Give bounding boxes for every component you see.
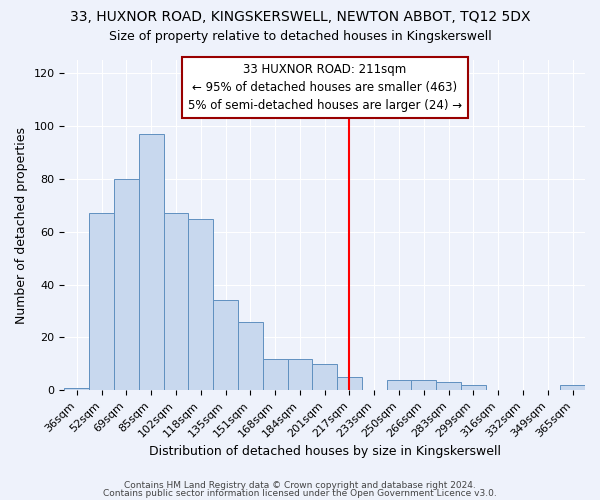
Bar [139, 134, 164, 390]
Bar [213, 300, 238, 390]
Bar [263, 358, 287, 390]
Text: Contains HM Land Registry data © Crown copyright and database right 2024.: Contains HM Land Registry data © Crown c… [124, 481, 476, 490]
Text: Contains public sector information licensed under the Open Government Licence v3: Contains public sector information licen… [103, 488, 497, 498]
Bar [461, 385, 486, 390]
Bar [436, 382, 461, 390]
Bar [386, 380, 412, 390]
Bar [238, 322, 263, 390]
Bar [188, 218, 213, 390]
Text: Size of property relative to detached houses in Kingskerswell: Size of property relative to detached ho… [109, 30, 491, 43]
Bar [313, 364, 337, 390]
Bar [337, 377, 362, 390]
Y-axis label: Number of detached properties: Number of detached properties [15, 126, 28, 324]
X-axis label: Distribution of detached houses by size in Kingskerswell: Distribution of detached houses by size … [149, 444, 501, 458]
Bar [89, 213, 114, 390]
Bar [164, 213, 188, 390]
Text: 33 HUXNOR ROAD: 211sqm
← 95% of detached houses are smaller (463)
5% of semi-det: 33 HUXNOR ROAD: 211sqm ← 95% of detached… [188, 64, 462, 112]
Text: 33, HUXNOR ROAD, KINGSKERSWELL, NEWTON ABBOT, TQ12 5DX: 33, HUXNOR ROAD, KINGSKERSWELL, NEWTON A… [70, 10, 530, 24]
Bar [412, 380, 436, 390]
Bar [560, 385, 585, 390]
Bar [287, 358, 313, 390]
Bar [114, 179, 139, 390]
Bar [64, 388, 89, 390]
